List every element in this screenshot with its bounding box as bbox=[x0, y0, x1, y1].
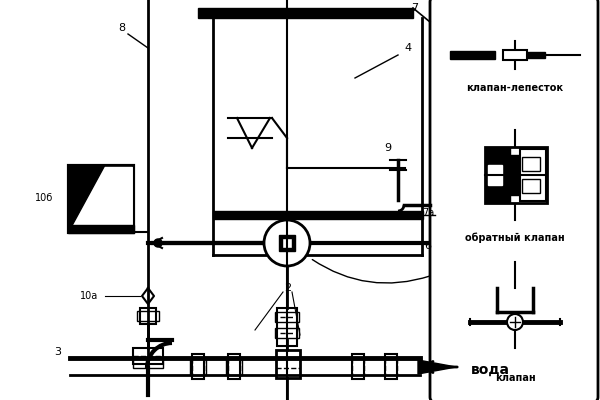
Bar bbox=[192, 354, 204, 379]
Bar bbox=[198, 8, 413, 18]
Bar bbox=[68, 165, 134, 233]
Bar bbox=[226, 357, 242, 375]
Bar bbox=[70, 167, 132, 231]
Bar bbox=[68, 165, 134, 233]
Polygon shape bbox=[418, 360, 456, 374]
Bar bbox=[385, 354, 397, 379]
Text: 7: 7 bbox=[412, 3, 419, 13]
FancyArrowPatch shape bbox=[313, 260, 430, 283]
Text: 3: 3 bbox=[55, 347, 62, 357]
Circle shape bbox=[154, 239, 162, 247]
FancyBboxPatch shape bbox=[430, 0, 598, 400]
Bar bbox=[133, 348, 163, 364]
Bar bbox=[213, 211, 423, 219]
Text: 9: 9 bbox=[385, 143, 392, 153]
Text: вода: вода bbox=[470, 363, 509, 377]
Bar bbox=[485, 147, 547, 203]
Bar bbox=[190, 357, 206, 375]
Text: 7а: 7а bbox=[422, 208, 434, 218]
Bar bbox=[352, 354, 364, 379]
Bar bbox=[450, 51, 495, 59]
Bar bbox=[520, 149, 546, 201]
Text: 2: 2 bbox=[284, 283, 292, 293]
Text: обратный клапан: обратный клапан bbox=[465, 233, 565, 243]
Bar bbox=[275, 312, 299, 322]
Bar bbox=[277, 308, 297, 346]
Bar bbox=[510, 155, 520, 195]
Bar bbox=[522, 157, 540, 171]
Circle shape bbox=[264, 220, 310, 266]
Bar bbox=[133, 358, 163, 368]
Bar bbox=[279, 235, 295, 251]
Bar bbox=[275, 328, 299, 338]
Bar bbox=[276, 350, 300, 378]
Bar bbox=[486, 148, 510, 202]
Bar bbox=[503, 50, 527, 60]
Bar bbox=[228, 354, 240, 379]
Bar bbox=[522, 179, 540, 193]
Bar bbox=[282, 238, 292, 248]
Bar bbox=[68, 225, 134, 233]
Bar bbox=[140, 308, 156, 324]
Circle shape bbox=[507, 314, 523, 330]
Polygon shape bbox=[68, 165, 105, 233]
Text: клапан: клапан bbox=[494, 373, 535, 383]
Text: 10а: 10а bbox=[80, 291, 98, 301]
Text: клапан-лепесток: клапан-лепесток bbox=[466, 83, 563, 93]
Bar bbox=[137, 311, 159, 321]
Text: 8: 8 bbox=[118, 23, 125, 33]
Text: 4: 4 bbox=[404, 43, 412, 53]
Bar bbox=[525, 52, 545, 58]
Text: 6: 6 bbox=[425, 241, 431, 251]
Bar bbox=[488, 165, 502, 185]
Text: 10б: 10б bbox=[35, 193, 53, 203]
